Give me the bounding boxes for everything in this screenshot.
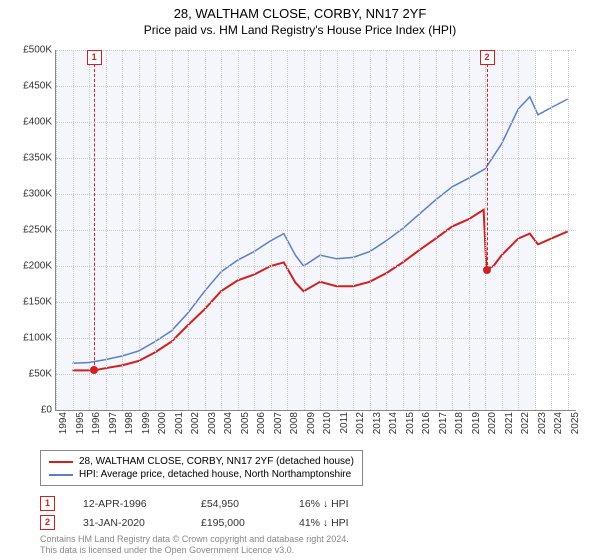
y-axis-label: £500K [7, 45, 52, 56]
x-axis-label: 2025 [570, 412, 581, 442]
footer-line-1: Contains HM Land Registry data © Crown c… [40, 534, 349, 545]
x-axis-label: 2013 [372, 412, 383, 442]
transaction-row: 1 12-APR-1996 £54,950 16% ↓ HPI [40, 494, 389, 513]
x-axis-label: 2012 [355, 412, 366, 442]
x-axis-label: 2021 [504, 412, 515, 442]
x-axis-label: 2019 [471, 412, 482, 442]
transaction-marker-dot [90, 366, 98, 374]
x-axis-label: 2011 [339, 412, 350, 442]
legend-label: 28, WALTHAM CLOSE, CORBY, NN17 2YF (deta… [79, 456, 354, 467]
transaction-price: £54,950 [201, 498, 271, 510]
legend-item: 28, WALTHAM CLOSE, CORBY, NN17 2YF (deta… [49, 455, 354, 468]
transaction-date: 12-APR-1996 [83, 498, 173, 510]
x-axis-label: 2005 [240, 412, 251, 442]
transaction-vs-hpi: 16% ↓ HPI [299, 498, 389, 510]
x-axis-label: 1997 [108, 412, 119, 442]
transaction-vs-hpi: 41% ↓ HPI [299, 517, 389, 529]
chart-container: 28, WALTHAM CLOSE, CORBY, NN17 2YF Price… [0, 0, 600, 560]
transaction-marker-dot [483, 266, 491, 274]
transaction-price: £195,000 [201, 517, 271, 529]
x-axis-label: 2015 [405, 412, 416, 442]
legend-swatch [49, 474, 73, 476]
footer-attribution: Contains HM Land Registry data © Crown c… [40, 534, 349, 556]
footer-line-2: This data is licensed under the Open Gov… [40, 545, 349, 556]
x-axis-label: 2018 [454, 412, 465, 442]
transaction-id-box: 1 [40, 496, 55, 511]
y-axis-label: £400K [7, 117, 52, 128]
chart-title: 28, WALTHAM CLOSE, CORBY, NN17 2YF [0, 0, 600, 21]
legend-item: HPI: Average price, detached house, Nort… [49, 468, 354, 481]
y-axis-label: £50K [7, 369, 52, 380]
x-axis-label: 2003 [207, 412, 218, 442]
x-axis-label: 1999 [141, 412, 152, 442]
y-axis-label: £350K [7, 153, 52, 164]
y-axis-label: £200K [7, 261, 52, 272]
x-axis-label: 2024 [553, 412, 564, 442]
x-axis-label: 2001 [174, 412, 185, 442]
x-axis-label: 1996 [91, 412, 102, 442]
x-axis-label: 2008 [289, 412, 300, 442]
transaction-id-box: 2 [40, 515, 55, 530]
transaction-row: 2 31-JAN-2020 £195,000 41% ↓ HPI [40, 513, 389, 532]
chart-subtitle: Price paid vs. HM Land Registry's House … [0, 21, 600, 41]
x-axis-label: 2000 [157, 412, 168, 442]
legend-swatch [49, 461, 73, 463]
transaction-date: 31-JAN-2020 [83, 517, 173, 529]
x-axis-label: 2017 [438, 412, 449, 442]
x-axis-label: 2009 [306, 412, 317, 442]
x-axis-label: 2016 [421, 412, 432, 442]
x-axis-label: 2007 [273, 412, 284, 442]
x-axis-label: 2022 [520, 412, 531, 442]
x-axis-label: 1995 [75, 412, 86, 442]
transaction-table: 1 12-APR-1996 £54,950 16% ↓ HPI 2 31-JAN-2020… [40, 494, 389, 532]
x-axis-label: 2010 [322, 412, 333, 442]
x-axis-label: 2014 [388, 412, 399, 442]
transaction-marker-label: 1 [87, 50, 102, 65]
legend-box: 28, WALTHAM CLOSE, CORBY, NN17 2YF (deta… [40, 450, 363, 486]
x-axis-label: 2002 [190, 412, 201, 442]
x-axis-label: 2023 [537, 412, 548, 442]
plot-area: 12 [55, 50, 576, 411]
legend-label: HPI: Average price, detached house, Nort… [79, 469, 351, 480]
transaction-marker-label: 2 [480, 50, 495, 65]
x-axis-label: 2020 [487, 412, 498, 442]
x-axis-label: 2004 [223, 412, 234, 442]
x-axis-label: 2006 [256, 412, 267, 442]
x-axis-label: 1998 [124, 412, 135, 442]
x-axis-label: 1994 [58, 412, 69, 442]
y-axis-label: £250K [7, 225, 52, 236]
y-axis-label: £150K [7, 297, 52, 308]
y-axis-label: £100K [7, 333, 52, 344]
y-axis-label: £300K [7, 189, 52, 200]
y-axis-label: £0 [7, 405, 52, 416]
y-axis-label: £450K [7, 81, 52, 92]
